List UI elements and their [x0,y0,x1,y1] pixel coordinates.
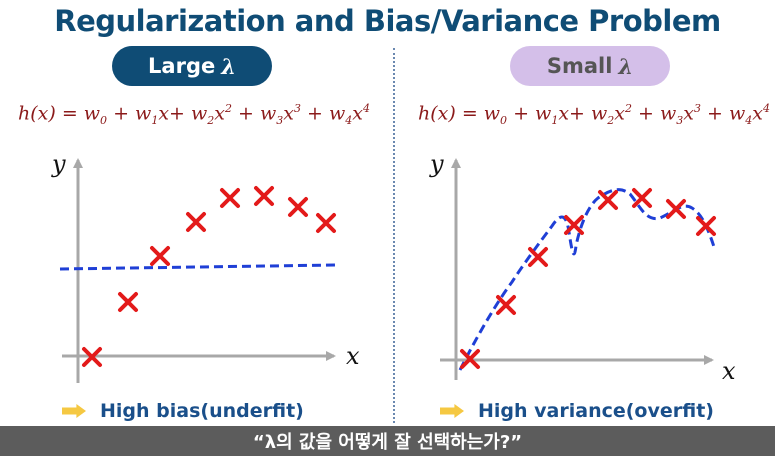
right-cross-mark-icon-5 [598,190,618,210]
y-axis-label-left: y [52,150,66,178]
left-cross-mark-icon-4 [186,212,206,232]
overfit-note: High variance(overfit) [440,398,714,424]
right-cross-mark-icon-8 [696,216,716,236]
right-cross-mark-icon-2 [496,295,516,315]
panel-divider [393,48,395,423]
large-lambda-badge: Large λ [112,46,272,86]
right-cross-mark-icon-7 [666,199,686,219]
right-cross-mark-icon-4 [564,215,584,235]
y-axis-label-right: y [430,150,444,178]
lambda-symbol-left: λ [221,53,236,79]
left-cross-mark-icon-7 [288,197,308,217]
page-title: Regularization and Bias/Variance Problem [54,4,721,38]
x-axis-label-left: x [346,342,360,370]
left-cross-mark-icon-8 [316,213,336,233]
right-cross-mark-icon-6 [632,188,652,208]
small-lambda-badge: Small λ [510,46,670,86]
left-cross-mark-icon-1 [82,347,102,367]
left-cross-mark-icon-5 [220,188,240,208]
left-cross-mark-icon-2 [118,292,138,312]
data-points-right [460,188,716,369]
right-arrow-icon [440,404,464,418]
footer-question: “λ의 값을 어떻게 잘 선택하는가?” [0,426,775,456]
hypothesis-formula-left: h(x) = w0 + w1x+ w2x2 + w3x3 + w4x4 [18,102,370,128]
right-arrow-icon [62,404,86,418]
right-cross-mark-icon-3 [528,247,548,267]
overfit-note-text: High variance(overfit) [478,400,714,422]
small-lambda-label: Small [546,54,613,78]
left-cross-mark-icon-3 [150,246,170,266]
underfit-note-text: High bias(underfit) [100,400,304,422]
underfit-note: High bias(underfit) [62,398,304,424]
large-lambda-label: Large [148,54,216,78]
overfit-curve [458,188,717,371]
right-cross-mark-icon-1 [460,349,480,369]
hypothesis-formula-right: h(x) = w0 + w1x+ w2x2 + w3x3 + w4x4 [418,102,770,128]
x-axis-label-right: x [722,357,736,385]
underfit-curve [59,263,336,271]
left-cross-mark-icon-6 [254,186,274,206]
lambda-symbol-right: λ [618,53,634,79]
data-points-left [82,186,336,367]
